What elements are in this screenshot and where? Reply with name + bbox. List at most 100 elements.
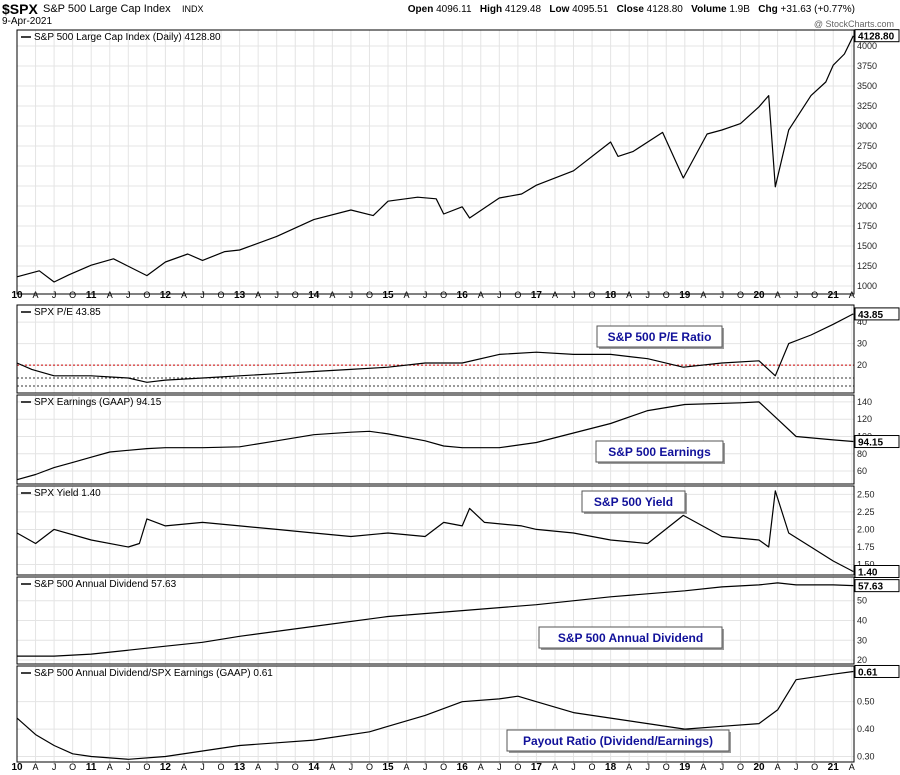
series-line — [17, 582, 854, 657]
y-tick-label: 1.50 — [857, 559, 875, 569]
x-tick-label: 13 — [234, 762, 246, 773]
annotation-5: Payout Ratio (Dividend/Earnings) — [506, 729, 731, 753]
panel-2: 20 30 40 SPX P/E 43.85 43.85 — [16, 304, 900, 394]
x-tick-label: J — [571, 762, 576, 772]
x-tick-label: A — [329, 762, 335, 772]
x-tick-label: J — [200, 290, 205, 300]
x-tick-label: 17 — [531, 290, 543, 301]
annotation-text: S&P 500 Yield — [594, 495, 673, 509]
x-tick-label: 11 — [86, 762, 97, 773]
x-tick-label: 16 — [457, 290, 469, 301]
x-tick-label: 17 — [531, 762, 543, 773]
x-tick-label: J — [423, 762, 428, 772]
x-tick-label: 19 — [679, 762, 691, 773]
series-line — [16, 401, 854, 481]
chg-label: Chg — [758, 4, 778, 15]
volume-label: Volume — [691, 4, 727, 15]
x-tick-label: A — [404, 290, 410, 300]
x-tick-label: A — [404, 762, 410, 772]
legend-label: SPX P/E 43.85 — [34, 307, 101, 318]
x-tick-label: J — [349, 290, 354, 300]
y-tick-label: 0.30 — [857, 752, 875, 762]
x-tick-label: A — [849, 290, 855, 300]
y-tick-label: 2250 — [857, 181, 877, 191]
y-tick-label: 80 — [857, 449, 867, 459]
x-tick-label: 18 — [605, 762, 617, 773]
last-value-box — [854, 29, 900, 43]
legend-label: S&P 500 Large Cap Index (Daily) 4128.80 — [34, 32, 221, 43]
panel-3: 6080100120140SPX Earnings (GAAP) 94.1594… — [16, 394, 900, 485]
x-tick-label: A — [107, 290, 113, 300]
annotation-box — [506, 729, 730, 752]
x-tick-label: 10 — [11, 290, 23, 301]
watermark: @ StockCharts.com — [813, 19, 894, 29]
y-tick-label: 0.50 — [857, 697, 875, 707]
low-value: 4095.51 — [572, 4, 609, 15]
annotation-box — [595, 440, 724, 463]
low-label: Low — [549, 4, 570, 15]
x-tick-label: A — [107, 762, 113, 772]
x-tick-label: O — [663, 762, 670, 772]
x-tick-label: 20 — [753, 290, 765, 301]
series-line — [16, 35, 854, 283]
x-tick-label: J — [794, 290, 799, 300]
x-tick-label: A — [33, 762, 39, 772]
x-tick-label: J — [200, 762, 205, 772]
x-tick-label: O — [366, 290, 373, 300]
x-tick-label: 12 — [160, 762, 172, 773]
series-line — [16, 670, 854, 760]
y-tick-label: 2750 — [857, 141, 877, 151]
ohlc-bar: Open 4096.11 High 4129.48 Low 4095.51 Cl… — [408, 4, 855, 15]
last-value-label: 1.40 — [858, 567, 878, 578]
volume-value: 1.9B — [729, 4, 750, 15]
y-tick-label: 1750 — [857, 221, 877, 231]
legend-label: S&P 500 Annual Dividend 57.63 — [34, 579, 177, 590]
x-tick-label: O — [811, 762, 818, 772]
x-tick-label: 18 — [605, 290, 617, 301]
x-tick-label: A — [626, 290, 632, 300]
x-tick-label: 20 — [753, 762, 765, 773]
x-tick-label: A — [329, 290, 335, 300]
panel-frame — [16, 394, 855, 485]
x-tick-label: A — [552, 290, 558, 300]
panel-frame — [16, 304, 855, 394]
x-tick-label: O — [737, 290, 744, 300]
y-tick-label: 40 — [857, 616, 867, 626]
last-value-label: 0.61 — [858, 667, 878, 678]
high-value: 4129.48 — [504, 4, 542, 15]
x-tick-label: O — [69, 290, 76, 300]
y-tick-label: 3250 — [857, 101, 877, 111]
index-name: S&P 500 Large Cap Index — [43, 3, 171, 15]
y-tick-label: 30 — [857, 635, 867, 645]
x-tick-label: O — [589, 762, 596, 772]
close-value: 4128.80 — [646, 4, 683, 15]
x-tick-label: 10 — [11, 762, 23, 773]
y-tick-label: 30 — [857, 339, 867, 349]
last-value-label: 43.85 — [858, 310, 883, 321]
x-tick-label: O — [218, 290, 225, 300]
annotation-box — [596, 325, 723, 348]
x-tick-label: O — [440, 762, 447, 772]
panel-6: 0.30 0.40 0.50 S&P 500 Annual Dividend/SPX … — [16, 664, 900, 763]
series-line — [16, 313, 854, 383]
chart-date: 9-Apr-2021 — [2, 16, 53, 27]
x-tick-label: O — [69, 762, 76, 772]
x-axis-top: 10 A J O 11 A J O 12 A J O 13 A J O 14 A J O 15 A J O 16 A J O 17 A J O… — [11, 290, 854, 301]
y-tick-label: 1000 — [857, 281, 877, 291]
panel-frame — [16, 576, 855, 665]
x-tick-label: 12 — [160, 290, 172, 301]
x-tick-label: J — [52, 762, 57, 772]
x-tick-label: A — [181, 290, 187, 300]
annotation-text: S&P 500 Earnings — [608, 445, 711, 459]
x-tick-label: A — [775, 290, 781, 300]
x-tick-label: O — [292, 762, 299, 772]
last-value-box — [854, 307, 900, 321]
x-tick-label: O — [292, 290, 299, 300]
y-tick-label: 1250 — [857, 261, 877, 271]
y-tick-label: 1500 — [857, 241, 877, 251]
x-tick-label: O — [514, 762, 521, 772]
y-tick-label: 3000 — [857, 121, 877, 131]
panel-1: 1000 1250 1500 1750 2000 2250 2500 2750 3000 3250… — [16, 29, 900, 295]
y-tick-label: 3500 — [857, 81, 877, 91]
